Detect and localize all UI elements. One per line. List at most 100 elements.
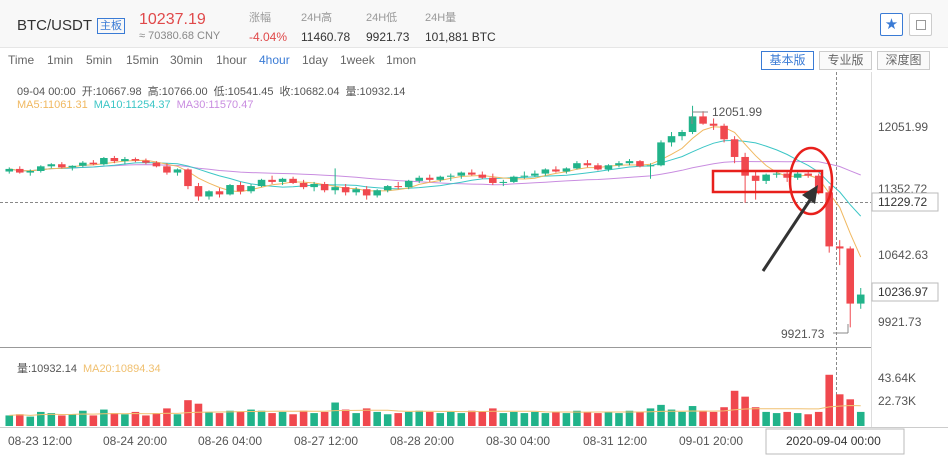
interval-1min[interactable]: 1min xyxy=(47,53,74,67)
volume-bar xyxy=(320,411,329,426)
volume-bar xyxy=(121,414,129,426)
ma30-value: MA30:11570.47 xyxy=(176,99,254,111)
ohlc-open: 开:10667.98 xyxy=(81,86,142,98)
candle-body xyxy=(825,192,833,247)
candle-body xyxy=(268,179,276,182)
candles xyxy=(5,105,865,328)
kline-svg[interactable]: 12051.99 9921.73 12051.99 11352.72 10642… xyxy=(0,72,948,461)
stat-24h-high: 24H高 11460.78 xyxy=(301,11,350,46)
volume-bar xyxy=(531,411,539,426)
crosshair-time-box xyxy=(765,428,905,455)
volume-bar xyxy=(26,416,35,426)
interval-1week[interactable]: 1week xyxy=(340,53,375,67)
time-axis-label: 08-30 04:00 xyxy=(486,434,550,448)
time-axis-label: 08-28 20:00 xyxy=(390,434,454,448)
candle-body xyxy=(468,172,476,175)
candle-body xyxy=(457,172,466,176)
candle-body xyxy=(383,186,392,191)
ma10-value: MA10:11254.37 xyxy=(93,99,171,111)
candle-body xyxy=(436,176,445,180)
price-axis-label: 12051.99 xyxy=(878,120,928,134)
volume-bar xyxy=(194,403,203,426)
candle-body xyxy=(131,159,140,161)
candle-body xyxy=(741,156,749,176)
candle-body xyxy=(520,175,529,177)
candle-body xyxy=(373,190,381,196)
annotation-circle xyxy=(788,146,834,216)
volume-bar xyxy=(394,413,402,426)
interval-1mon[interactable]: 1mon xyxy=(386,53,417,67)
volume-bar xyxy=(783,411,791,426)
candle-body xyxy=(625,161,634,164)
volume-bar xyxy=(625,410,634,426)
volume-bar xyxy=(15,414,24,426)
kline-chart[interactable]: 12051.99 9921.73 12051.99 11352.72 10642… xyxy=(0,72,948,461)
volume-bar xyxy=(289,414,297,426)
candle-body xyxy=(89,162,98,165)
time-axis-label: 08-23 12:00 xyxy=(8,434,72,448)
crosshair-price-box xyxy=(871,192,939,212)
candle-body xyxy=(499,181,508,183)
candle-body xyxy=(5,168,14,172)
mode-basic-button[interactable]: 基本版 xyxy=(761,51,814,70)
volume-bar xyxy=(772,413,781,426)
volume-bar xyxy=(678,411,686,426)
candle-body xyxy=(142,160,150,163)
candle-body xyxy=(636,161,644,167)
stat-change: 涨幅 -4.04% xyxy=(249,11,287,46)
candle-body xyxy=(615,163,623,166)
candle-body xyxy=(646,165,655,167)
volume-bar xyxy=(383,414,392,426)
mode-pro-button[interactable]: 专业版 xyxy=(819,51,872,70)
interval-15min[interactable]: 15min xyxy=(126,53,159,67)
pair-name[interactable]: BTC/USDT xyxy=(17,17,92,34)
high-marker-label: 12051.99 xyxy=(712,105,762,119)
candle-body xyxy=(604,165,613,170)
volume-bar xyxy=(615,413,623,426)
volume-bar xyxy=(594,413,602,426)
interval-time[interactable]: Time xyxy=(8,53,35,67)
ma5-value: MA5:11061.31 xyxy=(17,99,88,111)
stat-24h-low: 24H低 9921.73 xyxy=(366,11,409,46)
annotation-rectangle xyxy=(711,169,824,194)
crosshair-time-label: 2020-09-04 00:00 xyxy=(786,434,881,448)
ma5-line xyxy=(9,126,862,258)
volume-bar xyxy=(436,413,445,426)
fullscreen-icon[interactable] xyxy=(909,13,932,36)
candle-body xyxy=(804,173,812,176)
candle-body xyxy=(58,164,66,168)
volume-info: 量:10932.14 MA20:10894.34 xyxy=(17,360,167,376)
interval-1hour[interactable]: 1hour xyxy=(216,53,247,67)
favorite-star-icon[interactable]: ★ xyxy=(880,13,903,36)
volume-bar xyxy=(373,411,381,426)
volume-bar xyxy=(425,411,434,426)
price-axis-label: 9921.73 xyxy=(878,315,922,329)
candle-body xyxy=(341,187,350,193)
candle-body xyxy=(26,171,35,173)
time-axis-label: 09-01 20:00 xyxy=(679,434,743,448)
interval-30min[interactable]: 30min xyxy=(170,53,203,67)
annotation-arrow xyxy=(761,185,818,272)
candle-body xyxy=(762,174,770,181)
volume-bar xyxy=(415,410,424,426)
candle-body xyxy=(478,174,487,178)
interval-4hour[interactable]: 4hour xyxy=(259,53,290,67)
candle-body xyxy=(573,163,581,169)
interval-1day[interactable]: 1day xyxy=(302,53,329,67)
candle-body xyxy=(215,191,224,195)
interval-5min[interactable]: 5min xyxy=(86,53,113,67)
candle-body xyxy=(121,159,129,162)
mode-depth-button[interactable]: 深度图 xyxy=(877,51,930,70)
candle-body xyxy=(583,163,592,166)
candle-body xyxy=(730,139,739,157)
candle-body xyxy=(772,173,781,175)
candle-body xyxy=(110,158,119,162)
candle-body xyxy=(562,168,571,172)
volume-bar xyxy=(552,411,560,426)
volume-bar xyxy=(310,413,318,426)
candle-body xyxy=(278,178,287,182)
last-price: 10237.19 xyxy=(139,11,206,28)
volume-bar xyxy=(730,390,739,426)
volume-bar xyxy=(226,410,234,426)
volume-bar xyxy=(110,413,119,426)
